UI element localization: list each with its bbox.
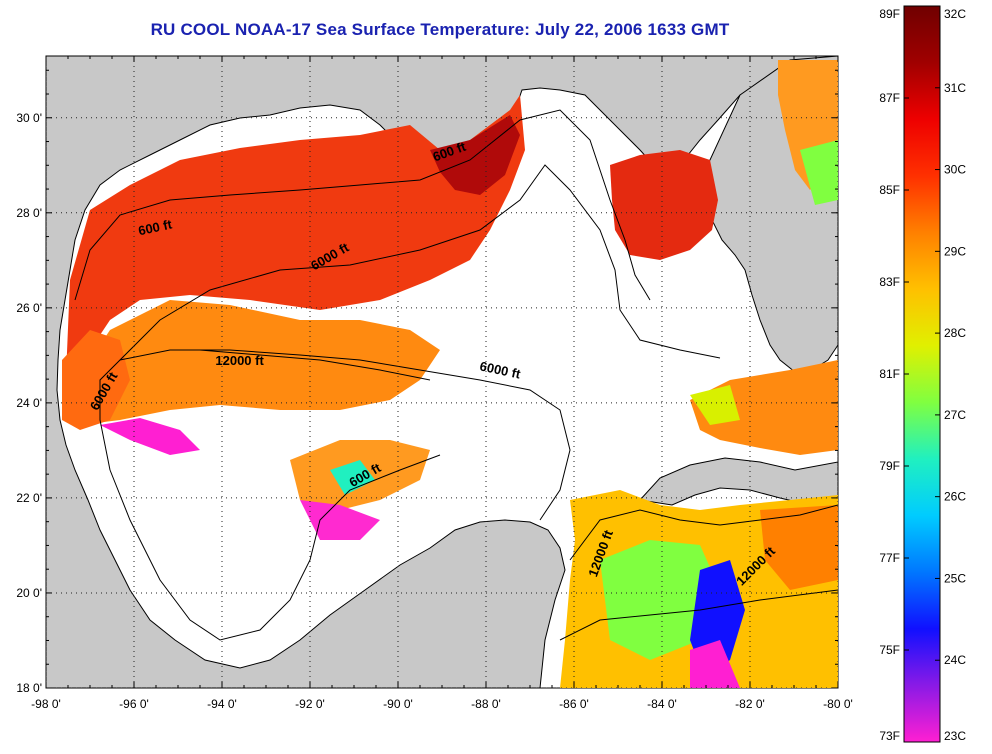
colorbar: 73F 75F 77F 79F 81F 83F 85F 87F 89F 23C 24C 25C 26C 2… <box>879 5 966 743</box>
colorbar-f-label-5: 83F <box>879 275 900 289</box>
lon-tick-label-9: -80 0' <box>823 697 853 711</box>
colorbar-f-label-1: 75F <box>879 643 900 657</box>
contour-caribbean-2 <box>559 589 838 641</box>
contour-label-3: 12000 ft <box>215 353 264 368</box>
sst-straits-yellow <box>690 385 740 425</box>
map-title: RU COOL NOAA-17 Sea Surface Temperature:… <box>150 20 730 39</box>
contour-600ft <box>74 109 651 301</box>
colorbar-c-label-1: 24C <box>944 653 966 667</box>
lon-tick-label-8: -82 0' <box>735 697 765 711</box>
colorbar-f-label-3: 79F <box>879 459 900 473</box>
lat-tick-label-6: 30 0' <box>16 111 42 125</box>
isobath-contours <box>74 109 838 641</box>
colorbar-f-label-4: 81F <box>879 367 900 381</box>
sst-campeche-cyan <box>330 460 375 495</box>
sst-florida-east-cool <box>800 140 838 205</box>
land-cuba <box>639 457 838 506</box>
sst-caribbean-green <box>600 540 720 660</box>
colorbar-f-label-8: 89F <box>879 7 900 21</box>
sst-florida-straits <box>690 360 838 455</box>
lon-tick-label-3: -92 0' <box>295 697 325 711</box>
axes: -98 0' -96 0' -94 0' -92 0' -90 0' -88 0' -86 … <box>16 56 853 711</box>
sst-swaths <box>62 60 838 688</box>
land-north-america <box>46 56 838 688</box>
sst-florida-west <box>610 150 718 260</box>
sst-mid-orange <box>70 300 440 425</box>
sst-south-central-patches <box>100 418 200 455</box>
lat-tick-label-3: 24 0' <box>16 396 42 410</box>
lon-tick-label-0: -98 0' <box>31 697 61 711</box>
contour-6000ft-west <box>99 349 571 521</box>
lon-tick-label-2: -94 0' <box>207 697 237 711</box>
colorbar-c-label-8: 31C <box>944 81 966 95</box>
colorbar-gradient <box>903 5 941 743</box>
sst-caribbean-magenta <box>690 640 740 688</box>
lon-tick-label-1: -96 0' <box>119 697 149 711</box>
lon-tick-label-6: -86 0' <box>559 697 589 711</box>
lat-tick-label-2: 22 0' <box>16 491 42 505</box>
lat-tick-label-4: 26 0' <box>16 301 42 315</box>
sst-caribbean-orange <box>760 505 838 590</box>
graticule <box>46 56 838 688</box>
lon-tick-label-7: -84 0' <box>647 697 677 711</box>
colorbar-f-label-0: 73F <box>879 729 900 743</box>
contour-600ft-campeche <box>109 454 441 641</box>
sst-west-mexico-orange <box>62 330 130 430</box>
colorbar-c-label-0: 23C <box>944 729 966 743</box>
lon-tick-label-4: -90 0' <box>383 697 413 711</box>
sst-campeche-cool <box>300 500 380 540</box>
colorbar-c-label-5: 28C <box>944 326 966 340</box>
contour-12000ft <box>199 349 431 381</box>
colorbar-c-label-6: 29C <box>944 244 966 258</box>
contour-caribbean <box>569 504 838 561</box>
colorbar-f-label-2: 77F <box>879 551 900 565</box>
lon-tick-label-5: -88 0' <box>471 697 501 711</box>
colorbar-c-label-4: 27C <box>944 408 966 422</box>
colorbar-c-label-7: 30C <box>944 163 966 177</box>
colorbar-c-label-3: 26C <box>944 490 966 504</box>
colorbar-c-label-2: 25C <box>944 571 966 585</box>
sst-texas-hot <box>430 115 520 195</box>
lat-tick-label-0: 18 0' <box>16 681 42 695</box>
contour-6000ft-north <box>119 164 721 361</box>
sst-northern-shelf <box>65 95 525 400</box>
colorbar-labels: 73F 75F 77F 79F 81F 83F 85F 87F 89F 23C 24C 25C 26C 2… <box>879 5 966 743</box>
colorbar-f-label-6: 85F <box>879 183 900 197</box>
lat-tick-label-5: 28 0' <box>16 206 42 220</box>
contour-label-0: 600 ft <box>137 216 174 238</box>
colorbar-f-label-7: 87F <box>879 91 900 105</box>
lat-tick-label-1: 20 0' <box>16 586 42 600</box>
colorbar-c-label-9: 32C <box>944 7 966 21</box>
